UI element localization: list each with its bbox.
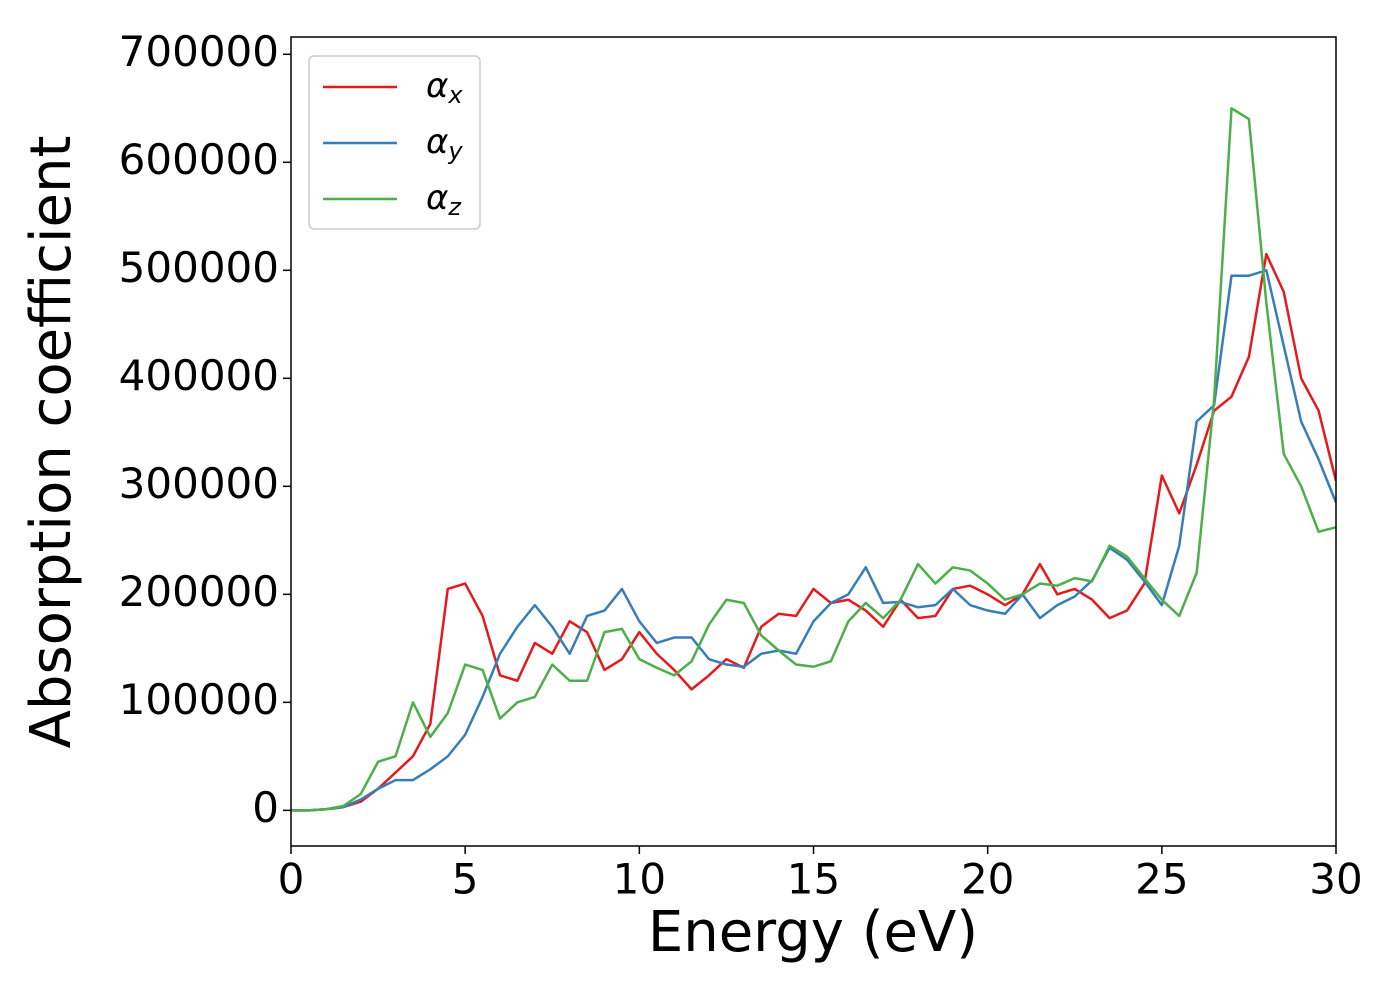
legend-label: αy <box>426 122 463 166</box>
x-tick-label: 10 <box>613 855 666 904</box>
x-tick-label: 15 <box>787 855 840 904</box>
legend-label: αx <box>426 66 463 110</box>
y-tick-label: 400000 <box>119 351 279 400</box>
y-axis-label: Absorption coefficient <box>19 136 84 749</box>
y-tick-label: 700000 <box>119 27 279 76</box>
y-tick-label: 200000 <box>119 567 279 616</box>
series-line <box>291 107 1336 812</box>
x-tick-label: 25 <box>1135 855 1188 904</box>
series-line <box>291 252 1336 812</box>
plot-frame <box>290 36 1337 847</box>
x-tick-label: 5 <box>452 855 479 904</box>
x-tick-label: 0 <box>278 855 305 904</box>
plot-area <box>291 107 1336 812</box>
y-tick-label: 500000 <box>119 243 279 292</box>
x-tick-label: 30 <box>1309 855 1362 904</box>
y-tick-label: 600000 <box>119 135 279 184</box>
y-tick-label: 100000 <box>119 675 279 724</box>
series-line <box>291 269 1336 812</box>
legend-label: αz <box>426 178 462 222</box>
x-axis-label: Energy (eV) <box>648 900 978 965</box>
y-tick-label: 300000 <box>119 459 279 508</box>
x-tick-label: 20 <box>961 855 1014 904</box>
y-tick-label: 0 <box>252 783 279 832</box>
